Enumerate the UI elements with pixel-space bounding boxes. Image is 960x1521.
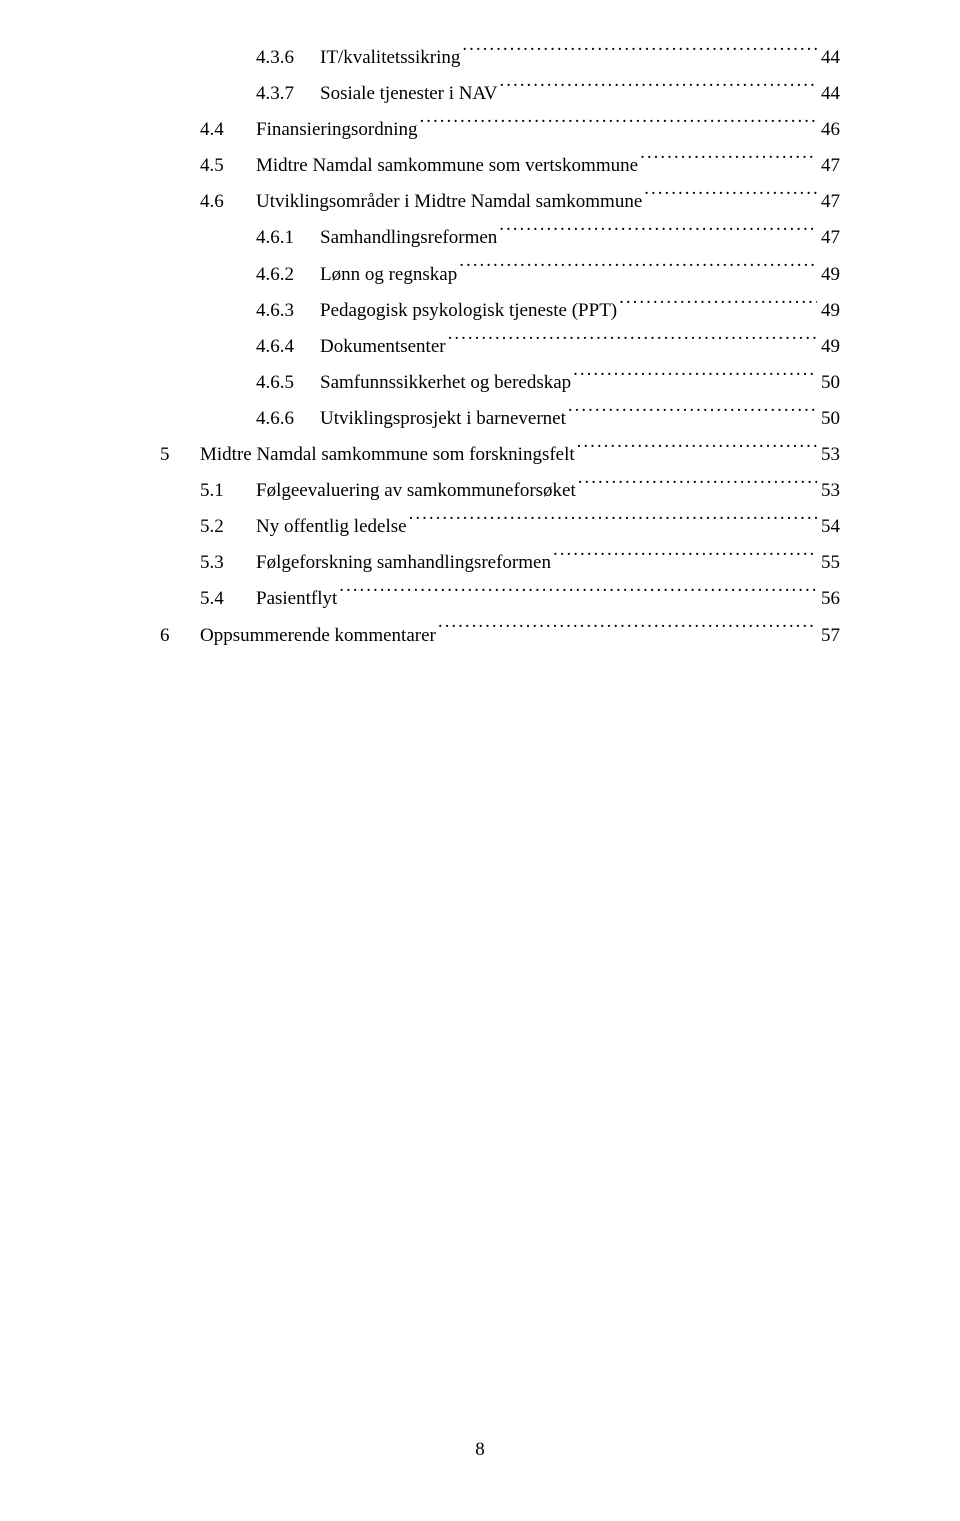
toc-entry: 4.4Finansieringsordning 46 bbox=[120, 112, 840, 148]
toc-entry-number: 6 bbox=[160, 618, 200, 654]
toc-entry-number: 5.4 bbox=[200, 581, 256, 617]
toc-entry-page: 53 bbox=[817, 473, 840, 509]
toc-entry-number: 4.6.4 bbox=[256, 329, 320, 365]
toc-entry: 5.3Følgeforskning samhandlingsreformen 55 bbox=[120, 545, 840, 581]
toc-entry-title: Samfunnssikkerhet og beredskap bbox=[320, 365, 573, 401]
toc-entry: 4.3.6IT/kvalitetssikring 44 bbox=[120, 40, 840, 76]
toc-entry-title: Finansieringsordning bbox=[256, 112, 420, 148]
toc-entry: 5.1Følgeevaluering av samkommuneforsøket… bbox=[120, 473, 840, 509]
toc-entry-page: 47 bbox=[817, 220, 840, 256]
toc-list: 4.3.6IT/kvalitetssikring444.3.7Sosiale t… bbox=[120, 40, 840, 654]
toc-entry-title: Følgeevaluering av samkommuneforsøket bbox=[256, 473, 578, 509]
toc-leader-dots bbox=[640, 152, 817, 171]
toc-entry-title: Midtre Namdal samkommune som vertskommun… bbox=[256, 148, 640, 184]
toc-entry-number: 4.6.6 bbox=[256, 401, 320, 437]
toc-entry: 4.6.4Dokumentsenter 49 bbox=[120, 329, 840, 365]
toc-entry: 6Oppsummerende kommentarer 57 bbox=[120, 618, 840, 654]
toc-entry: 4.3.7Sosiale tjenester i NAV 44 bbox=[120, 76, 840, 112]
toc-leader-dots bbox=[619, 297, 817, 316]
toc-entry-page: 55 bbox=[817, 545, 840, 581]
toc-page: 4.3.6IT/kvalitetssikring444.3.7Sosiale t… bbox=[0, 0, 960, 654]
toc-leader-dots bbox=[573, 369, 817, 388]
toc-entry-number: 4.6.5 bbox=[256, 365, 320, 401]
toc-leader-dots bbox=[577, 441, 817, 460]
toc-entry: 4.6.6Utviklingsprosjekt i barnevernet 50 bbox=[120, 401, 840, 437]
toc-entry-page: 56 bbox=[817, 581, 840, 617]
toc-entry-number: 5 bbox=[160, 437, 200, 473]
toc-entry-number: 4.4 bbox=[200, 112, 256, 148]
toc-leader-dots bbox=[644, 188, 817, 207]
toc-leader-dots bbox=[499, 224, 817, 243]
toc-entry: 5Midtre Namdal samkommune som forsknings… bbox=[120, 437, 840, 473]
toc-entry-page: 54 bbox=[817, 509, 840, 545]
toc-entry-number: 4.5 bbox=[200, 148, 256, 184]
toc-entry-page: 49 bbox=[817, 257, 840, 293]
toc-entry-page: 50 bbox=[817, 365, 840, 401]
toc-entry-number: 5.1 bbox=[200, 473, 256, 509]
toc-entry-title: Samhandlingsreformen bbox=[320, 220, 499, 256]
toc-entry-title: Utviklingsområder i Midtre Namdal samkom… bbox=[256, 184, 644, 220]
toc-entry-number: 4.6.2 bbox=[256, 257, 320, 293]
toc-entry-number: 4.3.6 bbox=[256, 40, 320, 76]
toc-entry-title: Dokumentsenter bbox=[320, 329, 448, 365]
toc-entry-page: 49 bbox=[817, 293, 840, 329]
toc-leader-dots bbox=[438, 622, 817, 641]
toc-entry-title: IT/kvalitetssikring bbox=[320, 40, 462, 76]
toc-entry-title: Utviklingsprosjekt i barnevernet bbox=[320, 401, 568, 437]
toc-leader-dots bbox=[568, 405, 817, 424]
toc-entry-number: 4.6.3 bbox=[256, 293, 320, 329]
toc-leader-dots bbox=[420, 116, 818, 135]
page-number: 8 bbox=[0, 1439, 960, 1461]
toc-entry-page: 53 bbox=[817, 437, 840, 473]
toc-leader-dots bbox=[462, 44, 817, 63]
toc-entry-page: 47 bbox=[817, 148, 840, 184]
toc-entry-title: Pedagogisk psykologisk tjeneste (PPT) bbox=[320, 293, 619, 329]
toc-entry-title: Følgeforskning samhandlingsreformen bbox=[256, 545, 553, 581]
toc-entry-title: Lønn og regnskap bbox=[320, 257, 459, 293]
toc-leader-dots bbox=[459, 261, 817, 280]
toc-leader-dots bbox=[448, 333, 817, 352]
toc-leader-dots bbox=[578, 477, 817, 496]
toc-entry-page: 50 bbox=[817, 401, 840, 437]
toc-entry: 4.6.5Samfunnssikkerhet og beredskap 50 bbox=[120, 365, 840, 401]
toc-entry-number: 4.6.1 bbox=[256, 220, 320, 256]
toc-entry-title: Midtre Namdal samkommune som forskningsf… bbox=[200, 437, 577, 473]
toc-entry: 4.6.1Samhandlingsreformen 47 bbox=[120, 220, 840, 256]
toc-entry-page: 46 bbox=[817, 112, 840, 148]
toc-leader-dots bbox=[500, 80, 818, 99]
toc-entry-page: 49 bbox=[817, 329, 840, 365]
toc-entry-title: Oppsummerende kommentarer bbox=[200, 618, 438, 654]
toc-entry-title: Ny offentlig ledelse bbox=[256, 509, 409, 545]
toc-entry-page: 57 bbox=[817, 618, 840, 654]
toc-entry: 4.6Utviklingsområder i Midtre Namdal sam… bbox=[120, 184, 840, 220]
toc-leader-dots bbox=[339, 585, 817, 604]
toc-entry-number: 4.3.7 bbox=[256, 76, 320, 112]
toc-leader-dots bbox=[409, 513, 817, 532]
toc-entry: 4.6.3Pedagogisk psykologisk tjeneste (PP… bbox=[120, 293, 840, 329]
toc-leader-dots bbox=[553, 549, 817, 568]
toc-entry-page: 44 bbox=[817, 40, 840, 76]
toc-entry-number: 5.2 bbox=[200, 509, 256, 545]
toc-entry: 5.4Pasientflyt 56 bbox=[120, 581, 840, 617]
toc-entry: 5.2Ny offentlig ledelse 54 bbox=[120, 509, 840, 545]
toc-entry: 4.5Midtre Namdal samkommune som vertskom… bbox=[120, 148, 840, 184]
toc-entry-number: 4.6 bbox=[200, 184, 256, 220]
toc-entry-title: Pasientflyt bbox=[256, 581, 339, 617]
toc-entry-title: Sosiale tjenester i NAV bbox=[320, 76, 500, 112]
toc-entry-page: 47 bbox=[817, 184, 840, 220]
toc-entry: 4.6.2Lønn og regnskap 49 bbox=[120, 257, 840, 293]
toc-entry-page: 44 bbox=[817, 76, 840, 112]
toc-entry-number: 5.3 bbox=[200, 545, 256, 581]
